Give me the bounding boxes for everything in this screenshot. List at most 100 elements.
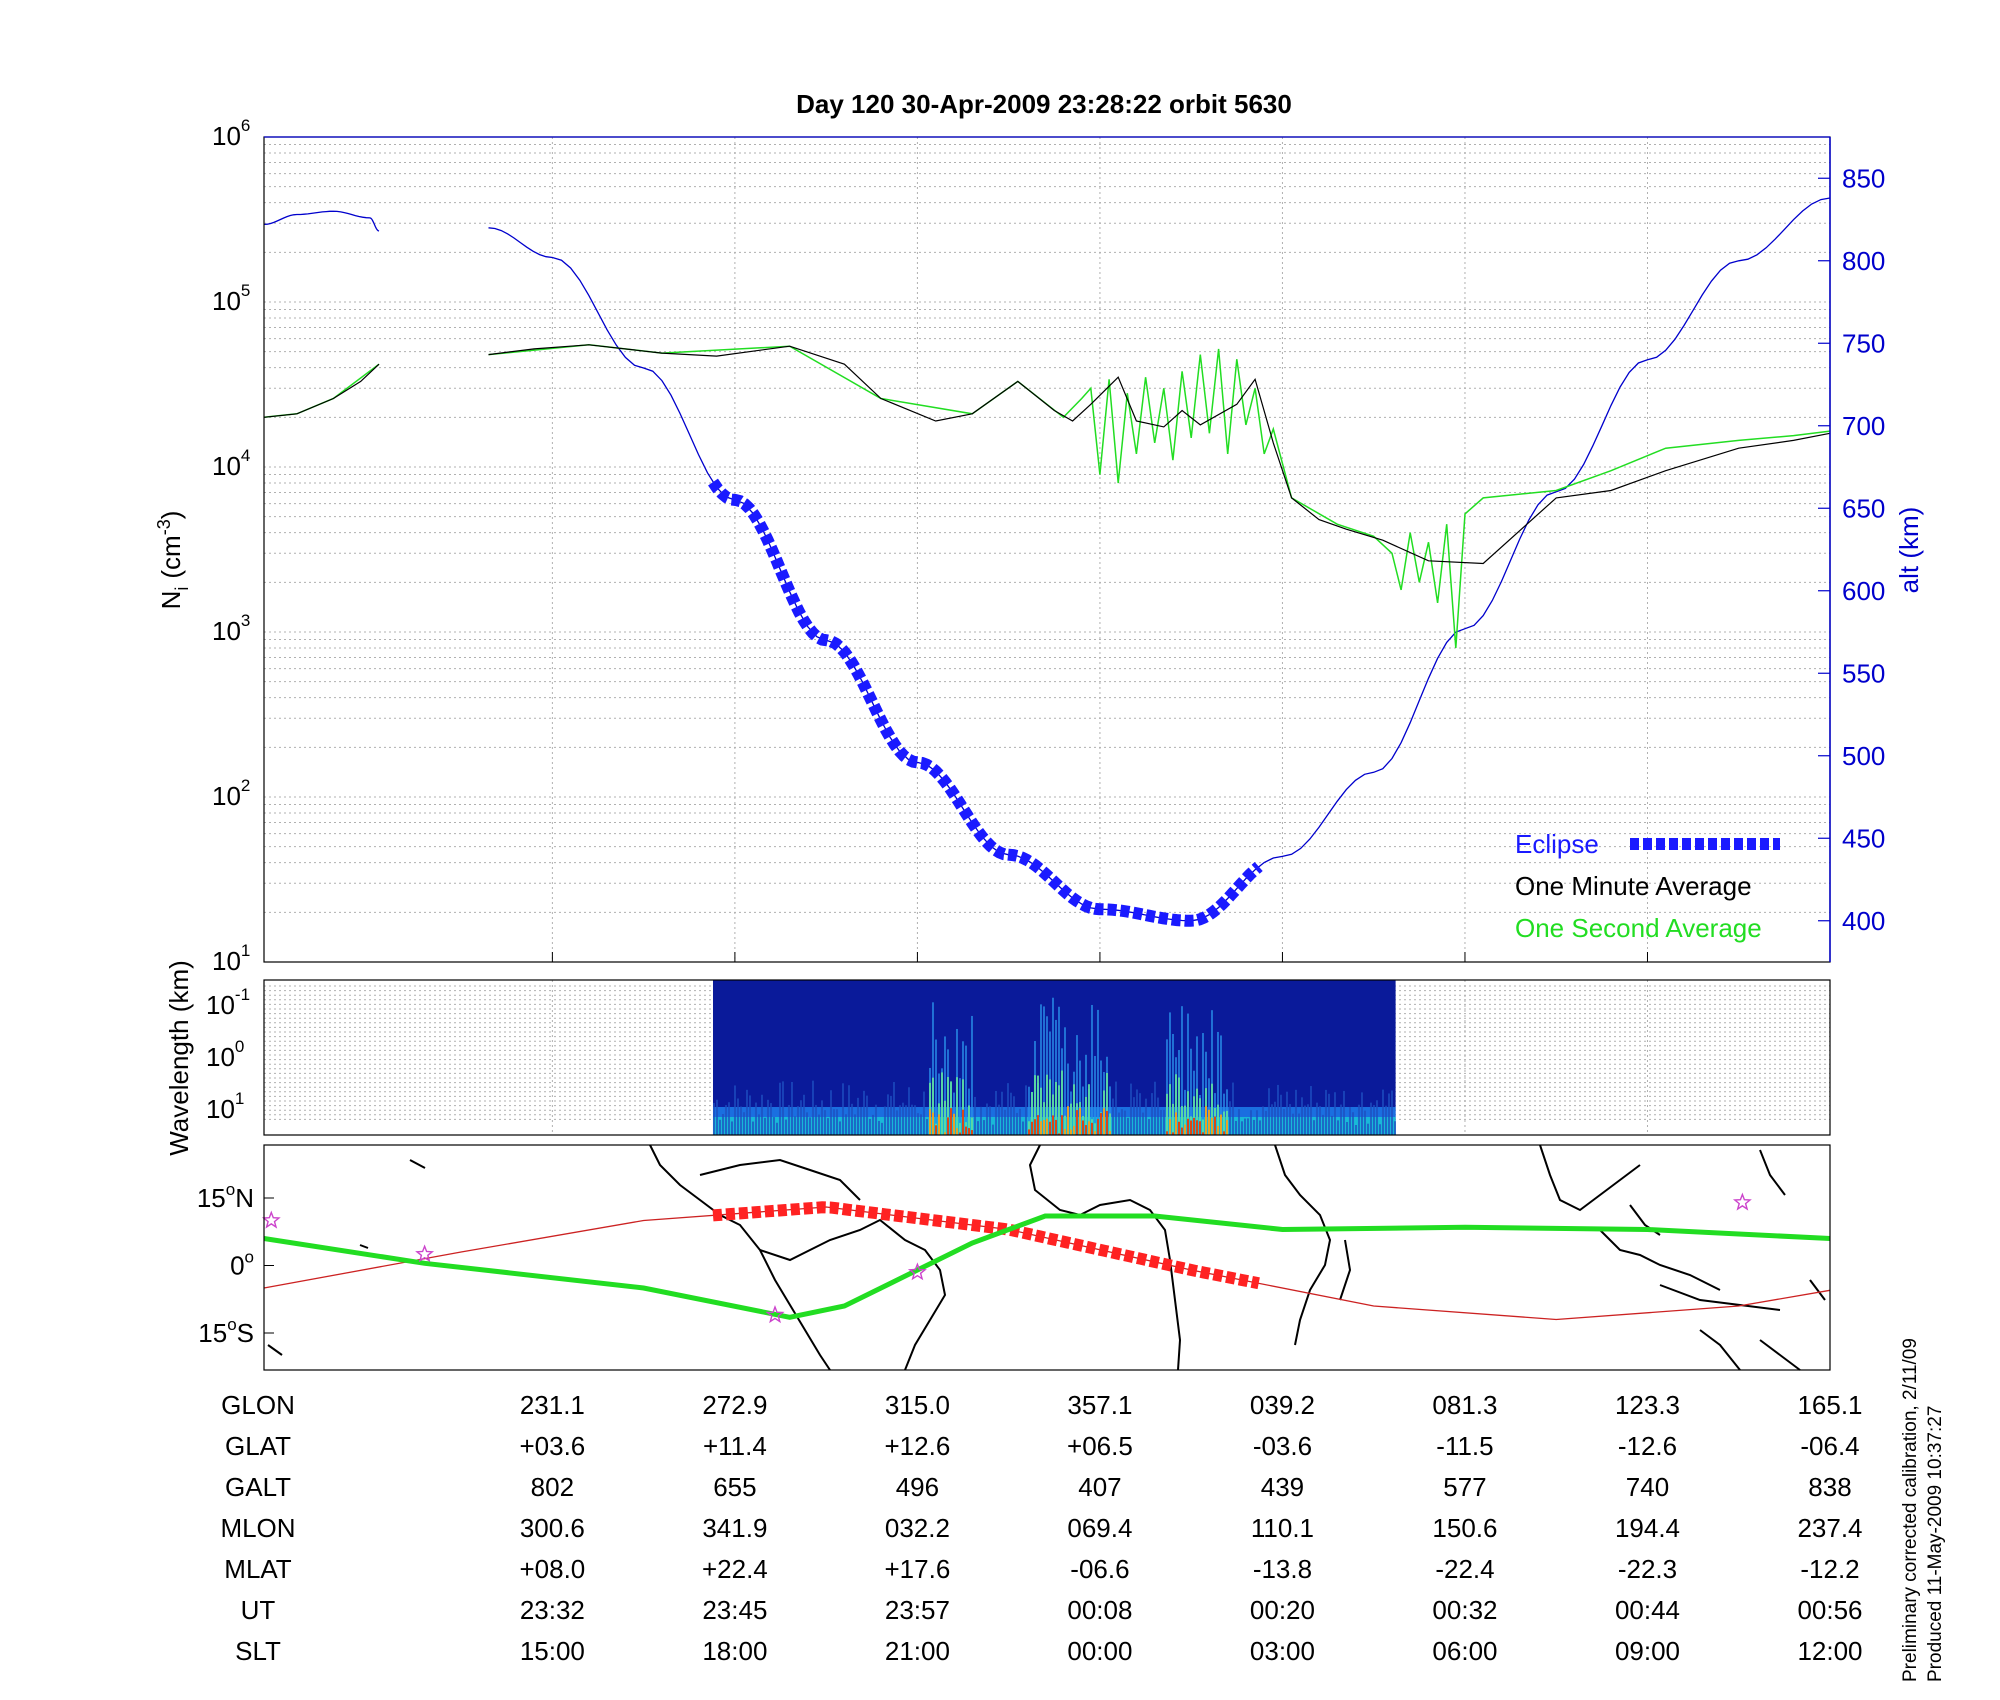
wavelength-tick-label: 10-1 [206,985,250,1020]
ephemeris-table: GLON 231.1 272.9 315.0 357.1 039.2 081.3 123.3 1… [220,1390,1862,1666]
eclipse-marker [708,478,1263,927]
latitude-tick-suffix: S [237,1318,254,1348]
table-cell: 032.2 [885,1513,950,1543]
spectrogram-streak-hot [1078,1108,1081,1135]
spectrogram-streak [1300,1097,1303,1135]
spectrogram-streak [1063,1027,1066,1135]
spectrogram-streak [1003,1109,1006,1135]
table-row-label: GLON [221,1390,295,1420]
table-cell: 123.3 [1615,1390,1680,1420]
spectrogram-streak-mid [1165,1093,1168,1135]
spectrogram-streak [775,1122,778,1135]
spectrogram-streak [1000,1091,1003,1135]
spectrogram-streak [1261,1106,1264,1135]
one-second-line [488,344,1831,649]
footer-calibration: Preliminary corrected calibration, 2/11/… [1900,1338,1921,1682]
spectrogram-streak-hot [1108,1130,1111,1135]
table-cell: +22.4 [702,1554,768,1584]
spectrogram-streak-hot [1183,1124,1186,1135]
spectrogram-streak [769,1103,772,1135]
table-cell: 00:08 [1067,1595,1132,1625]
spectrogram-streak [1237,1109,1240,1135]
density-tick-exp: 1 [241,941,250,960]
spectrogram-streak-hot [1096,1118,1099,1135]
spectrogram-streak [904,1105,907,1135]
spectrogram-streak [1093,1055,1096,1135]
table-cell: 039.2 [1250,1390,1315,1420]
spectrogram-streak-hot [1048,1121,1051,1135]
spectrogram-streak-mid [1069,1103,1072,1135]
spectrogram-streak-hot [1165,1131,1168,1135]
latitude-tick-degree: o [227,1315,236,1334]
spectrogram-streak-hot [1198,1121,1201,1135]
spectrogram-streak [1246,1118,1249,1135]
spectrogram-streak [910,1104,913,1135]
spectrogram-streak [1255,1110,1258,1135]
density-tick-base: 10 [212,451,241,481]
spectrogram-streak-hot [1030,1121,1033,1135]
spectrogram-streak [1258,1120,1261,1135]
spectrogram-streak [1345,1121,1348,1135]
spectrogram-streak [1228,1101,1231,1135]
spectrogram-streak [871,1114,874,1135]
spectrogram-streak-hot [1039,1121,1042,1135]
density-tick-base: 10 [212,781,241,811]
spectrogram-streak [979,1106,982,1135]
spectrogram-streak-mid [970,1117,973,1135]
spectrogram-streak [832,1109,835,1135]
spectrogram-streak [922,1091,925,1135]
density-tick-label: 103 [212,611,250,646]
spectrogram-streak [826,1118,829,1135]
spectrogram-streak-hot [1057,1133,1060,1135]
spectrogram-streak-hot [1225,1120,1228,1135]
table-cell: 655 [713,1472,756,1502]
density-tick-exp: 2 [241,776,250,795]
table-cell: 069.4 [1067,1513,1132,1543]
spectrogram-streak [1297,1113,1300,1135]
spectrogram-streak [772,1117,775,1135]
altitude-right-ticks: 400 450 500 550 600 650 700 750 800 850 [1818,163,1885,936]
spectrogram-streak [988,1106,991,1135]
spectrogram-streak-hot [952,1113,955,1135]
spectrogram-streak [751,1121,754,1135]
altitude-tick-label: 700 [1842,411,1885,441]
spectrogram-streak [1075,1035,1078,1135]
latitude-tick-label: 15oS [198,1315,254,1348]
star-marker [415,1244,435,1263]
table-cell: 081.3 [1432,1390,1497,1420]
spectrogram-streak [1108,1086,1111,1135]
spectrogram-streak-mid [1072,1084,1075,1135]
spectrogram-streak-mid [1087,1084,1090,1135]
density-tick-base: 10 [212,946,241,976]
coastline [1028,1144,1182,1371]
spectrogram-streak-hot [1222,1131,1225,1135]
spectrogram-streak [757,1114,760,1135]
spectrogram-streak [712,1102,715,1135]
spectrogram-streak [793,1116,796,1135]
spectrogram-streak [973,1096,976,1135]
spectrogram-streak [853,1114,856,1135]
table-cell: 110.1 [1251,1513,1314,1543]
spectrogram-streak [754,1102,757,1135]
spectrogram-streak-hot [970,1130,973,1135]
spectrogram-streak [727,1102,730,1135]
coastline [1659,1284,1781,1311]
table-cell: 300.6 [520,1513,585,1543]
spectrogram-streak [1018,1108,1021,1135]
spectrogram-streak-mid [1045,1074,1048,1135]
spectrogram-streak [868,1118,871,1135]
spectrogram-streak-hot [1177,1121,1180,1135]
spectrogram-streak [982,1120,985,1135]
spectrogram-streak [1249,1110,1252,1135]
table-cell: 357.1 [1067,1390,1132,1420]
spectrogram-streak-hot [1207,1109,1210,1135]
one-minute-line [488,344,1831,565]
spectrogram-streak [796,1106,799,1135]
spectrogram-streak [814,1104,817,1135]
spectrogram-streak [1330,1115,1333,1135]
latitude-tick-label: 15oN [197,1180,254,1213]
coastlines [267,1144,1826,1371]
table-cell: -12.2 [1800,1554,1859,1584]
